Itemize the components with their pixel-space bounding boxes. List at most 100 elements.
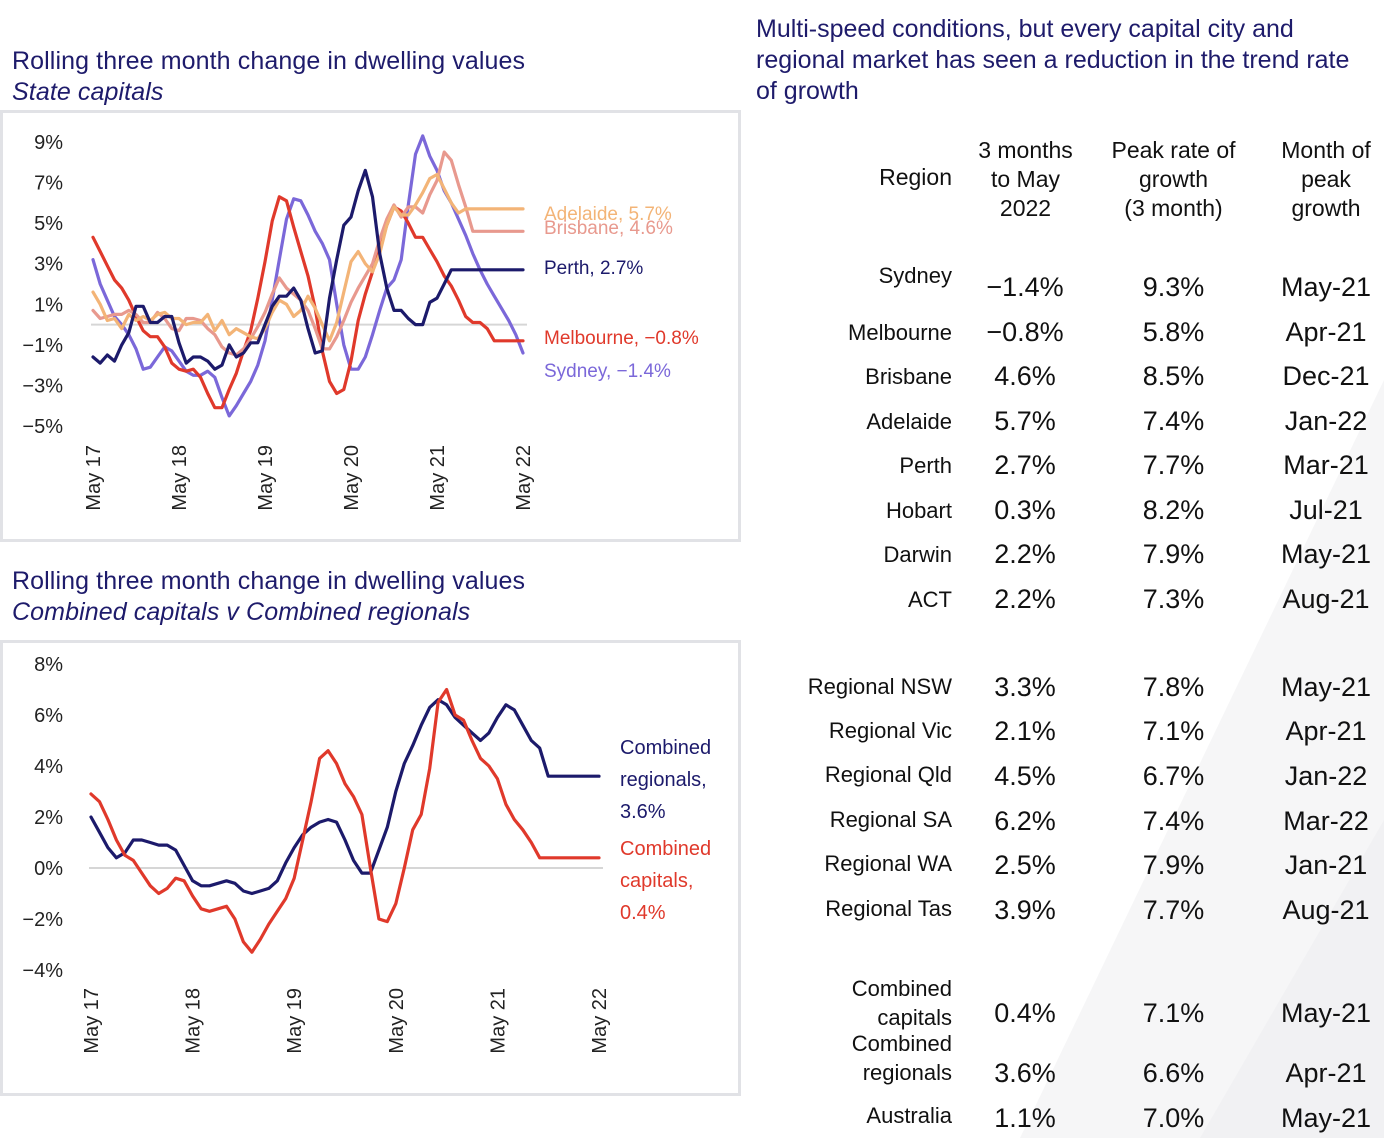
row-region-regional-qld: Regional Qld (824, 762, 952, 787)
region-line: capitals (877, 1005, 952, 1030)
cell-peak-rate-brisbane: 8.5% (1142, 361, 1205, 391)
cell-peak-rate-regional-wa: 7.9% (1142, 850, 1205, 880)
cell-three-month-change-combined-regionals: 3.6% (994, 1058, 1056, 1088)
row-region-brisbane: Brisbane (865, 364, 952, 389)
cell-three-month-change-brisbane: 4.6% (994, 361, 1056, 391)
chart2-frame: 8% 6% 4% 2% 0% −2% −4% May 17 May 18 May 19 May 20… (0, 640, 741, 1096)
x-tick-label: May 18 (169, 445, 191, 511)
header-three-month-line2: to May (990, 166, 1061, 192)
row-region-adelaide: Adelaide (866, 409, 952, 434)
region-line: Combined (851, 976, 952, 1001)
x-tick-label: May 19 (255, 445, 277, 511)
cell-peak-rate-regional-vic: 7.1% (1142, 716, 1205, 746)
header-peak-month-line1: Month of (1281, 137, 1371, 163)
header-peak-month-line3: growth (1291, 195, 1361, 221)
header-three-month-line1: 3 months (978, 137, 1073, 163)
chart2-title-block: Rolling three month change in dwelling v… (12, 566, 525, 628)
row-region-regional-nsw: Regional NSW (807, 674, 952, 699)
cell-peak-rate-sydney: 9.3% (1142, 272, 1205, 302)
cell-peak-month-adelaide: Jan-22 (1284, 406, 1368, 436)
cell-peak-month-darwin: May-21 (1280, 539, 1372, 569)
cell-peak-month-sydney: May-21 (1280, 272, 1372, 302)
header-peak-rate: Peak rate of growth (3 month) (1096, 136, 1251, 223)
header-peak-rate-line2: growth (1138, 166, 1209, 192)
cell-peak-rate-regional-sa: 7.4% (1142, 806, 1205, 836)
chart1-subtitle: State capitals (12, 78, 164, 106)
end-label-combined-capitals: Combined (620, 838, 711, 860)
x-tick-label: May 22 (589, 988, 611, 1054)
cell-peak-month-combined-capitals: May-21 (1280, 998, 1372, 1028)
chart1-title-block: Rolling three month change in dwelling v… (12, 46, 525, 108)
row-region-combined-capitals: Combined capitals (740, 974, 952, 1032)
x-tick-label: May 22 (513, 445, 535, 511)
cell-peak-rate-perth: 7.7% (1142, 450, 1205, 480)
end-label-combined-capitals: 0.4% (620, 902, 666, 924)
series-line-combined-capitals (89, 687, 601, 954)
cell-peak-rate-regional-qld: 6.7% (1142, 761, 1205, 791)
x-tick-label: May 18 (183, 988, 205, 1054)
header-region: Region (879, 164, 952, 190)
end-label-adelaide: Adelaide, 5.7% (544, 204, 672, 225)
cell-three-month-change-regional-sa: 6.2% (994, 806, 1056, 836)
cell-peak-month-brisbane: Dec-21 (1282, 361, 1370, 391)
chart2-svg: 8% 6% 4% 2% 0% −2% −4% May 17 May 18 May 19 May 20… (22, 654, 711, 1054)
end-label-combined-capitals: capitals, (620, 870, 693, 892)
cell-peak-month-regional-qld: Jan-22 (1284, 761, 1368, 791)
cell-peak-rate-regional-nsw: 7.8% (1142, 672, 1205, 702)
chart1-svg: 9% 7% 5% 3% 1% −1% −3% −5% May 17 May 18 May 19 May… (22, 132, 698, 511)
cell-peak-rate-darwin: 7.9% (1142, 539, 1205, 569)
cell-three-month-change-sydney: −1.4% (986, 272, 1064, 302)
chart1-title: Rolling three month change in dwelling v… (12, 47, 526, 75)
x-tick-label: May 20 (341, 445, 363, 511)
y-tick-label: −5% (22, 416, 63, 438)
y-tick-label: −4% (22, 960, 63, 982)
x-tick-label: May 21 (427, 445, 449, 511)
table-title: Multi-speed conditions, but every capita… (756, 15, 1350, 105)
row-region-combined-regionals: Combined regionals (740, 1029, 952, 1087)
y-tick-label: 4% (34, 756, 63, 778)
header-three-month-line3: 2022 (999, 195, 1052, 221)
end-label-perth: Perth, 2.7% (544, 258, 643, 279)
x-tick-label: May 21 (487, 988, 509, 1054)
cell-peak-month-regional-nsw: May-21 (1280, 672, 1372, 702)
x-tick-label: May 17 (81, 988, 103, 1054)
y-tick-label: 0% (34, 858, 63, 880)
x-tick-label: May 20 (386, 988, 408, 1054)
row-region-regional-wa: Regional WA (824, 851, 952, 876)
cell-peak-rate-melbourne: 5.8% (1142, 317, 1205, 347)
y-tick-label: 3% (34, 254, 63, 276)
end-label-combined-regionals: regionals, (620, 769, 707, 791)
y-tick-label: 1% (34, 294, 63, 316)
row-region-regional-sa: Regional SA (829, 807, 952, 832)
region-line: regionals (862, 1060, 952, 1085)
end-label-brisbane: Brisbane, 4.6% (544, 218, 673, 239)
cell-peak-month-regional-vic: Apr-21 (1285, 716, 1367, 746)
y-tick-label: 9% (34, 132, 63, 154)
cell-peak-rate-adelaide: 7.4% (1142, 406, 1205, 436)
series-line-melbourne (91, 195, 525, 410)
row-region-australia: Australia (866, 1103, 952, 1128)
cell-peak-rate-australia: 7.0% (1142, 1103, 1205, 1133)
cell-peak-month-act: Aug-21 (1282, 584, 1370, 614)
cell-three-month-change-hobart: 0.3% (994, 495, 1056, 525)
row-region-hobart: Hobart (885, 498, 952, 523)
cell-three-month-change-act: 2.2% (994, 584, 1056, 614)
y-tick-label: 2% (34, 807, 63, 829)
series-line-perth (91, 168, 525, 371)
region-line: Combined (851, 1031, 952, 1056)
cell-three-month-change-combined-capitals: 0.4% (994, 998, 1056, 1028)
x-tick-label: May 19 (284, 988, 306, 1054)
series-line-adelaide (91, 172, 525, 343)
header-peak-rate-line1: Peak rate of (1111, 137, 1236, 163)
y-tick-label: −2% (22, 909, 63, 931)
cell-three-month-change-regional-vic: 2.1% (994, 716, 1056, 746)
cell-peak-month-combined-regionals: Apr-21 (1285, 1058, 1367, 1088)
row-region-act: ACT (908, 587, 952, 612)
cell-peak-rate-regional-tas: 7.7% (1142, 895, 1205, 925)
cell-three-month-change-darwin: 2.2% (994, 539, 1056, 569)
cell-three-month-change-regional-tas: 3.9% (994, 895, 1056, 925)
cell-peak-month-perth: Mar-21 (1283, 450, 1369, 480)
cell-three-month-change-regional-nsw: 3.3% (994, 672, 1056, 702)
series-line-combined-regionals (89, 698, 601, 896)
cell-three-month-change-perth: 2.7% (994, 450, 1056, 480)
